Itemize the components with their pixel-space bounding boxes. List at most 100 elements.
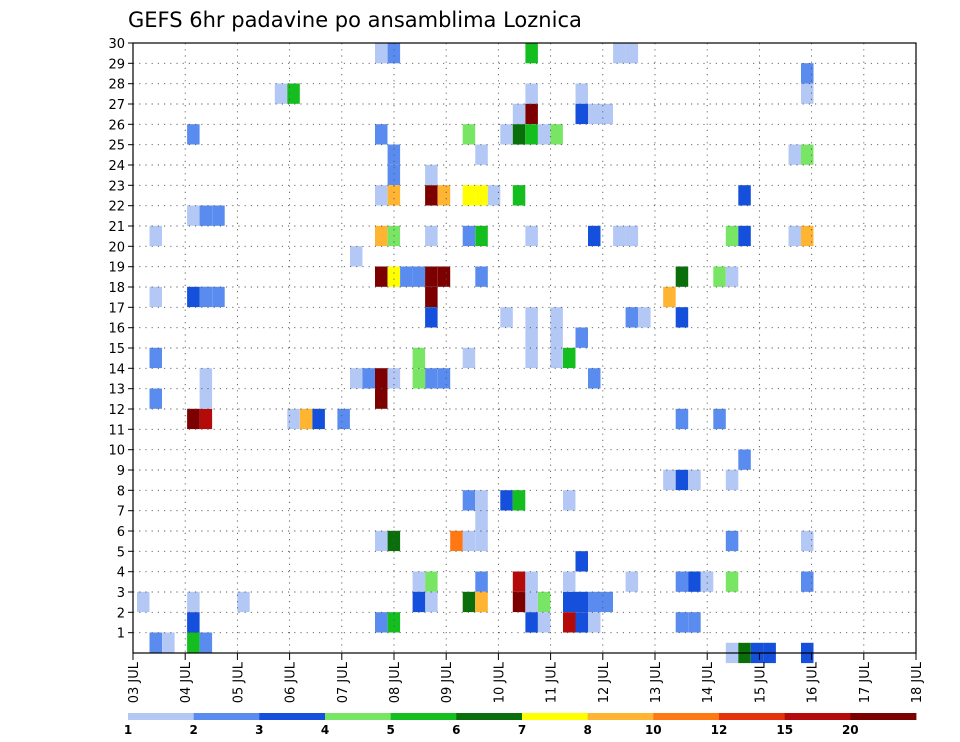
precip-cell [688,612,701,633]
precip-cell [563,347,576,369]
precip-cell [588,368,601,389]
precip-cell [199,205,213,226]
precip-cell [425,571,438,592]
precip-cell [537,124,551,145]
precip-cell [462,490,476,511]
y-tick-label: 3 [117,586,125,601]
precip-cell [525,124,538,145]
precip-cell [162,632,175,653]
precip-cell [675,266,689,287]
precip-cell [199,286,213,308]
precip-cell [475,144,488,165]
precip-cell [575,327,588,348]
precip-cell [375,43,388,64]
x-tick-label: 12 JUL [597,661,612,703]
y-tick-label: 18 [108,281,125,296]
precip-cell [500,490,513,511]
precip-cell [801,83,814,104]
precip-cell [663,286,676,308]
precip-cell [199,408,213,430]
precip-cell [350,368,363,389]
precip-cell [563,490,576,511]
colorbar-label: 6 [452,723,460,737]
precip-cell [149,632,162,653]
precip-cell [725,469,739,491]
x-tick-label: 13 JUL [649,661,664,703]
y-tick-label: 19 [108,261,125,276]
precip-cell [625,43,639,64]
colorbar-label: 3 [255,723,263,737]
precip-cell [149,388,162,409]
precip-cell [387,185,401,206]
y-tick-label: 27 [108,98,125,113]
precip-cell [738,449,751,470]
precip-cell [725,266,739,287]
precip-cell [299,408,313,430]
precip-cell [475,530,488,552]
precip-cell [274,83,288,104]
precip-cell [375,185,388,206]
precip-cell [613,225,626,247]
y-tick-label: 10 [108,444,125,459]
x-tick-label: 16 JUL [806,661,821,703]
precip-cell [537,591,551,613]
colorbar-swatch [587,713,654,720]
x-tick-label: 07 JUL [336,661,351,703]
y-tick-label: 22 [108,200,125,215]
precip-cell [512,490,526,511]
precip-cell [387,266,401,287]
precip-cell [550,347,563,369]
precip-cell [738,185,751,206]
colorbar-label: 5 [387,723,395,737]
precip-cell [512,124,526,145]
precip-cell [563,571,576,592]
precip-cell [625,225,639,247]
y-tick-label: 7 [117,505,125,520]
y-tick-label: 28 [108,78,125,93]
x-tick-label: 04 JUL [179,661,194,703]
precip-cell [287,83,300,104]
precip-cell [525,307,538,328]
y-tick-label: 8 [117,484,125,499]
precip-cell [525,327,538,348]
colorbar-label: 7 [518,723,526,737]
precip-cell [487,185,501,206]
y-tick-label: 24 [108,159,125,174]
colorbar-label: 10 [645,723,662,737]
precip-cells [137,43,814,664]
x-tick-label: 18 JUL [910,661,925,703]
precip-cell [625,307,639,328]
y-tick-label: 13 [108,383,125,398]
precip-cell [199,388,213,409]
colorbar-swatch [719,713,786,720]
precip-cell [550,124,563,145]
precip-cell [713,266,726,287]
precip-cell [350,246,363,267]
precip-cell [412,591,426,613]
precip-cell [199,368,213,389]
precip-cell [713,408,726,430]
precip-cell [425,225,438,247]
precip-cell [575,551,588,572]
precip-cell [425,164,438,186]
precip-cell [725,530,739,552]
precip-cell [412,368,426,389]
precip-cell [412,571,426,592]
colorbar-swatch [193,713,260,720]
precip-cell [375,368,388,389]
precip-cell [375,612,388,633]
precip-cell [462,530,476,552]
precip-cell [462,225,476,247]
x-tick-label: 05 JUL [231,661,246,703]
precip-cell [475,266,488,287]
colorbar-swatch [784,713,851,720]
precip-cell [675,469,689,491]
precip-cell [462,347,476,369]
precip-cell [525,612,538,633]
colorbar-swatch [850,713,917,720]
precip-cell [537,612,551,633]
precip-cell [425,266,438,287]
x-tick-label: 10 JUL [492,661,507,703]
precip-cell [362,368,375,389]
precip-cell [788,225,801,247]
